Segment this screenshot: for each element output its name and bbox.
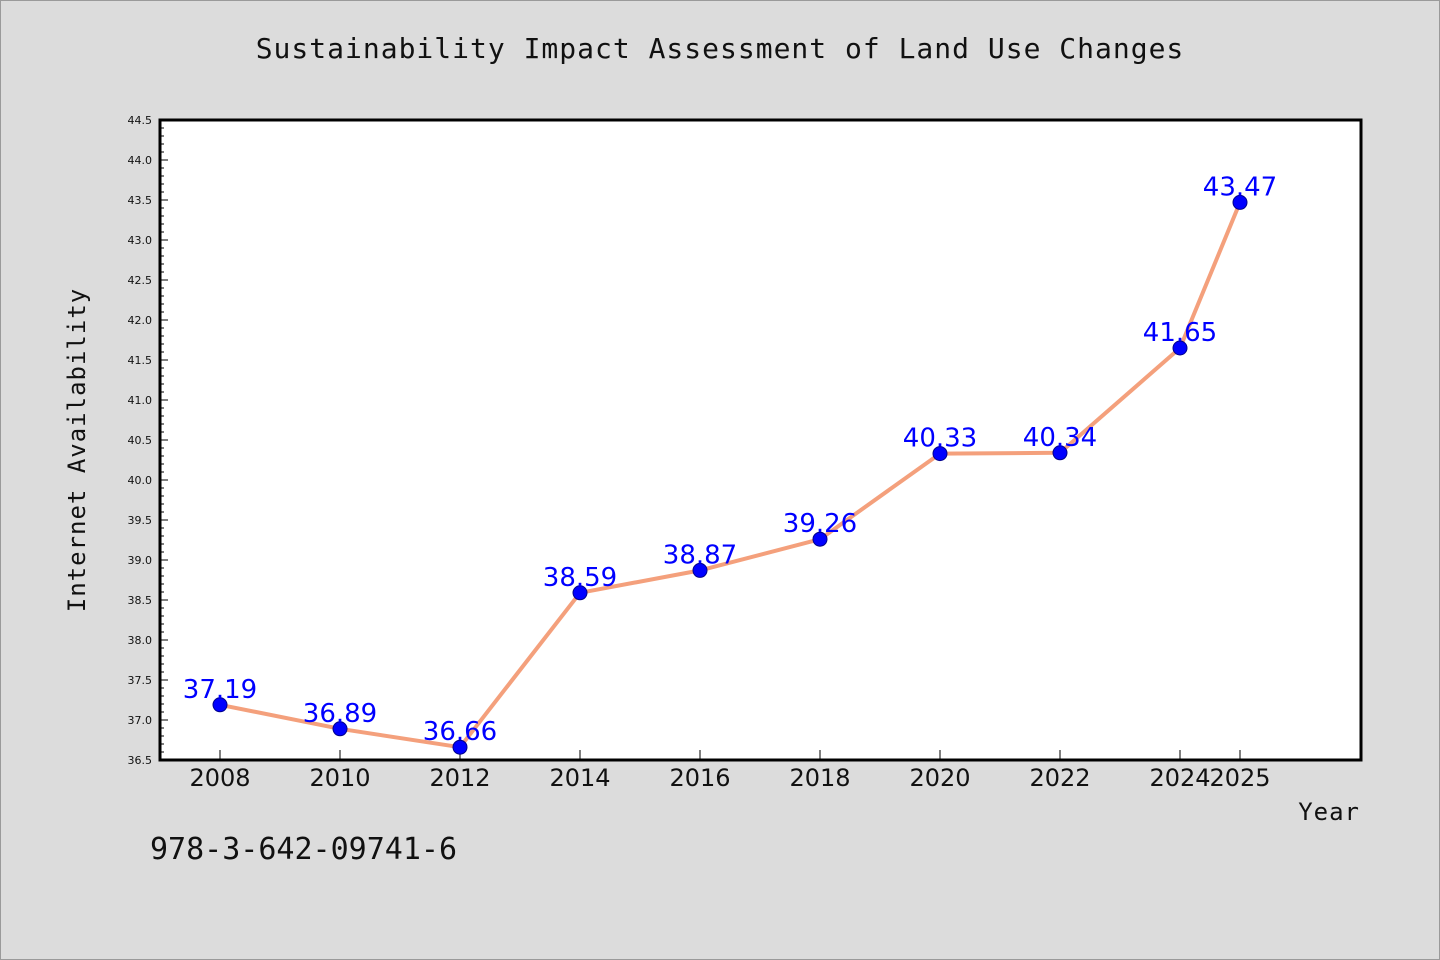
y-tick-label: 43.0 (128, 234, 153, 247)
y-tick-label: 42.5 (128, 274, 153, 287)
y-tick-label: 41.5 (128, 354, 153, 367)
y-tick-label: 44.0 (128, 154, 153, 167)
data-point (332, 721, 348, 737)
y-tick-label: 37.5 (128, 674, 153, 687)
footer-text: 978-3-642-09741-6 (150, 832, 458, 867)
data-point (212, 697, 228, 713)
data-label-group: 37.19 36.89 36.66 38.59 38.87 39.26 40.33 40.34… (183, 172, 1277, 747)
y-tick-label: 43.5 (128, 194, 153, 207)
y-tick-label: 41.0 (128, 394, 153, 407)
y-tick-label: 44.5 (128, 114, 153, 127)
x-tick-label: 2025 (1209, 764, 1270, 792)
data-point (452, 739, 468, 755)
x-tick-label: 2010 (309, 764, 370, 792)
plot-area (158, 118, 1363, 762)
x-tick-label: 2022 (1029, 764, 1090, 792)
data-label: 36.89 (303, 699, 377, 729)
x-tick-label: 2016 (669, 764, 730, 792)
data-point (1172, 340, 1188, 356)
y-tick-label: 38.0 (128, 634, 153, 647)
y-axis-label: Internet Availability (63, 288, 91, 612)
data-label: 38.87 (663, 540, 737, 570)
x-tick-label: 2014 (549, 764, 610, 792)
x-tick-label: 2018 (789, 764, 850, 792)
x-tick-label: 2008 (189, 764, 250, 792)
data-point (1232, 194, 1248, 210)
series-line-group (219, 201, 1242, 750)
y-tick-label: 38.5 (128, 594, 153, 607)
y-tick-label: 36.5 (128, 754, 153, 767)
data-label: 40.33 (903, 424, 977, 454)
data-label: 36.66 (423, 717, 497, 747)
data-point (692, 562, 708, 578)
data-label: 39.26 (783, 509, 857, 539)
x-tick-label: 2012 (429, 764, 490, 792)
data-point (1052, 445, 1068, 461)
y-tick-label: 39.0 (128, 554, 153, 567)
data-point (932, 446, 948, 462)
y-tick-label: 40.5 (128, 434, 153, 447)
data-label: 38.59 (543, 563, 617, 593)
x-tick-label: 2020 (909, 764, 970, 792)
chart-title: Sustainability Impact Assessment of Land… (255, 32, 1185, 65)
data-label: 43.47 (1203, 172, 1277, 202)
marker-group (212, 194, 1248, 755)
data-point (812, 531, 828, 547)
data-label: 40.34 (1023, 423, 1097, 453)
y-tick-label: 37.0 (128, 714, 153, 727)
series-line (219, 201, 1242, 750)
y-tick-label: 40.0 (128, 474, 153, 487)
y-tick-label: 39.5 (128, 514, 153, 527)
data-point (572, 585, 588, 601)
x-tick-label: 2024 (1149, 764, 1210, 792)
data-label: 37.19 (183, 675, 257, 705)
y-axis: 36.5 37.0 37.5 38.0 38.5 39.0 39.5 40.0 40.5 41.0… (128, 114, 168, 767)
data-label: 41.65 (1143, 318, 1217, 348)
x-axis-label: Year (1298, 798, 1360, 826)
y-tick-label: 42.0 (128, 314, 153, 327)
